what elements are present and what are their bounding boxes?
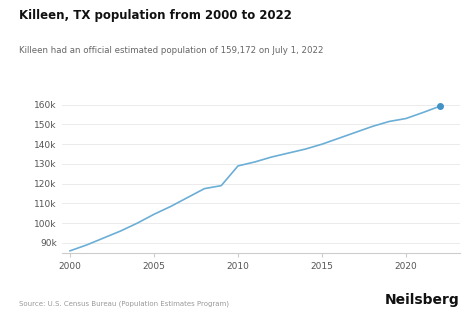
Text: Killeen had an official estimated population of 159,172 on July 1, 2022: Killeen had an official estimated popula… [19,46,323,55]
Text: Neilsberg: Neilsberg [385,293,460,307]
Text: Source: U.S. Census Bureau (Population Estimates Program): Source: U.S. Census Bureau (Population E… [19,300,229,307]
Text: Killeen, TX population from 2000 to 2022: Killeen, TX population from 2000 to 2022 [19,9,292,22]
